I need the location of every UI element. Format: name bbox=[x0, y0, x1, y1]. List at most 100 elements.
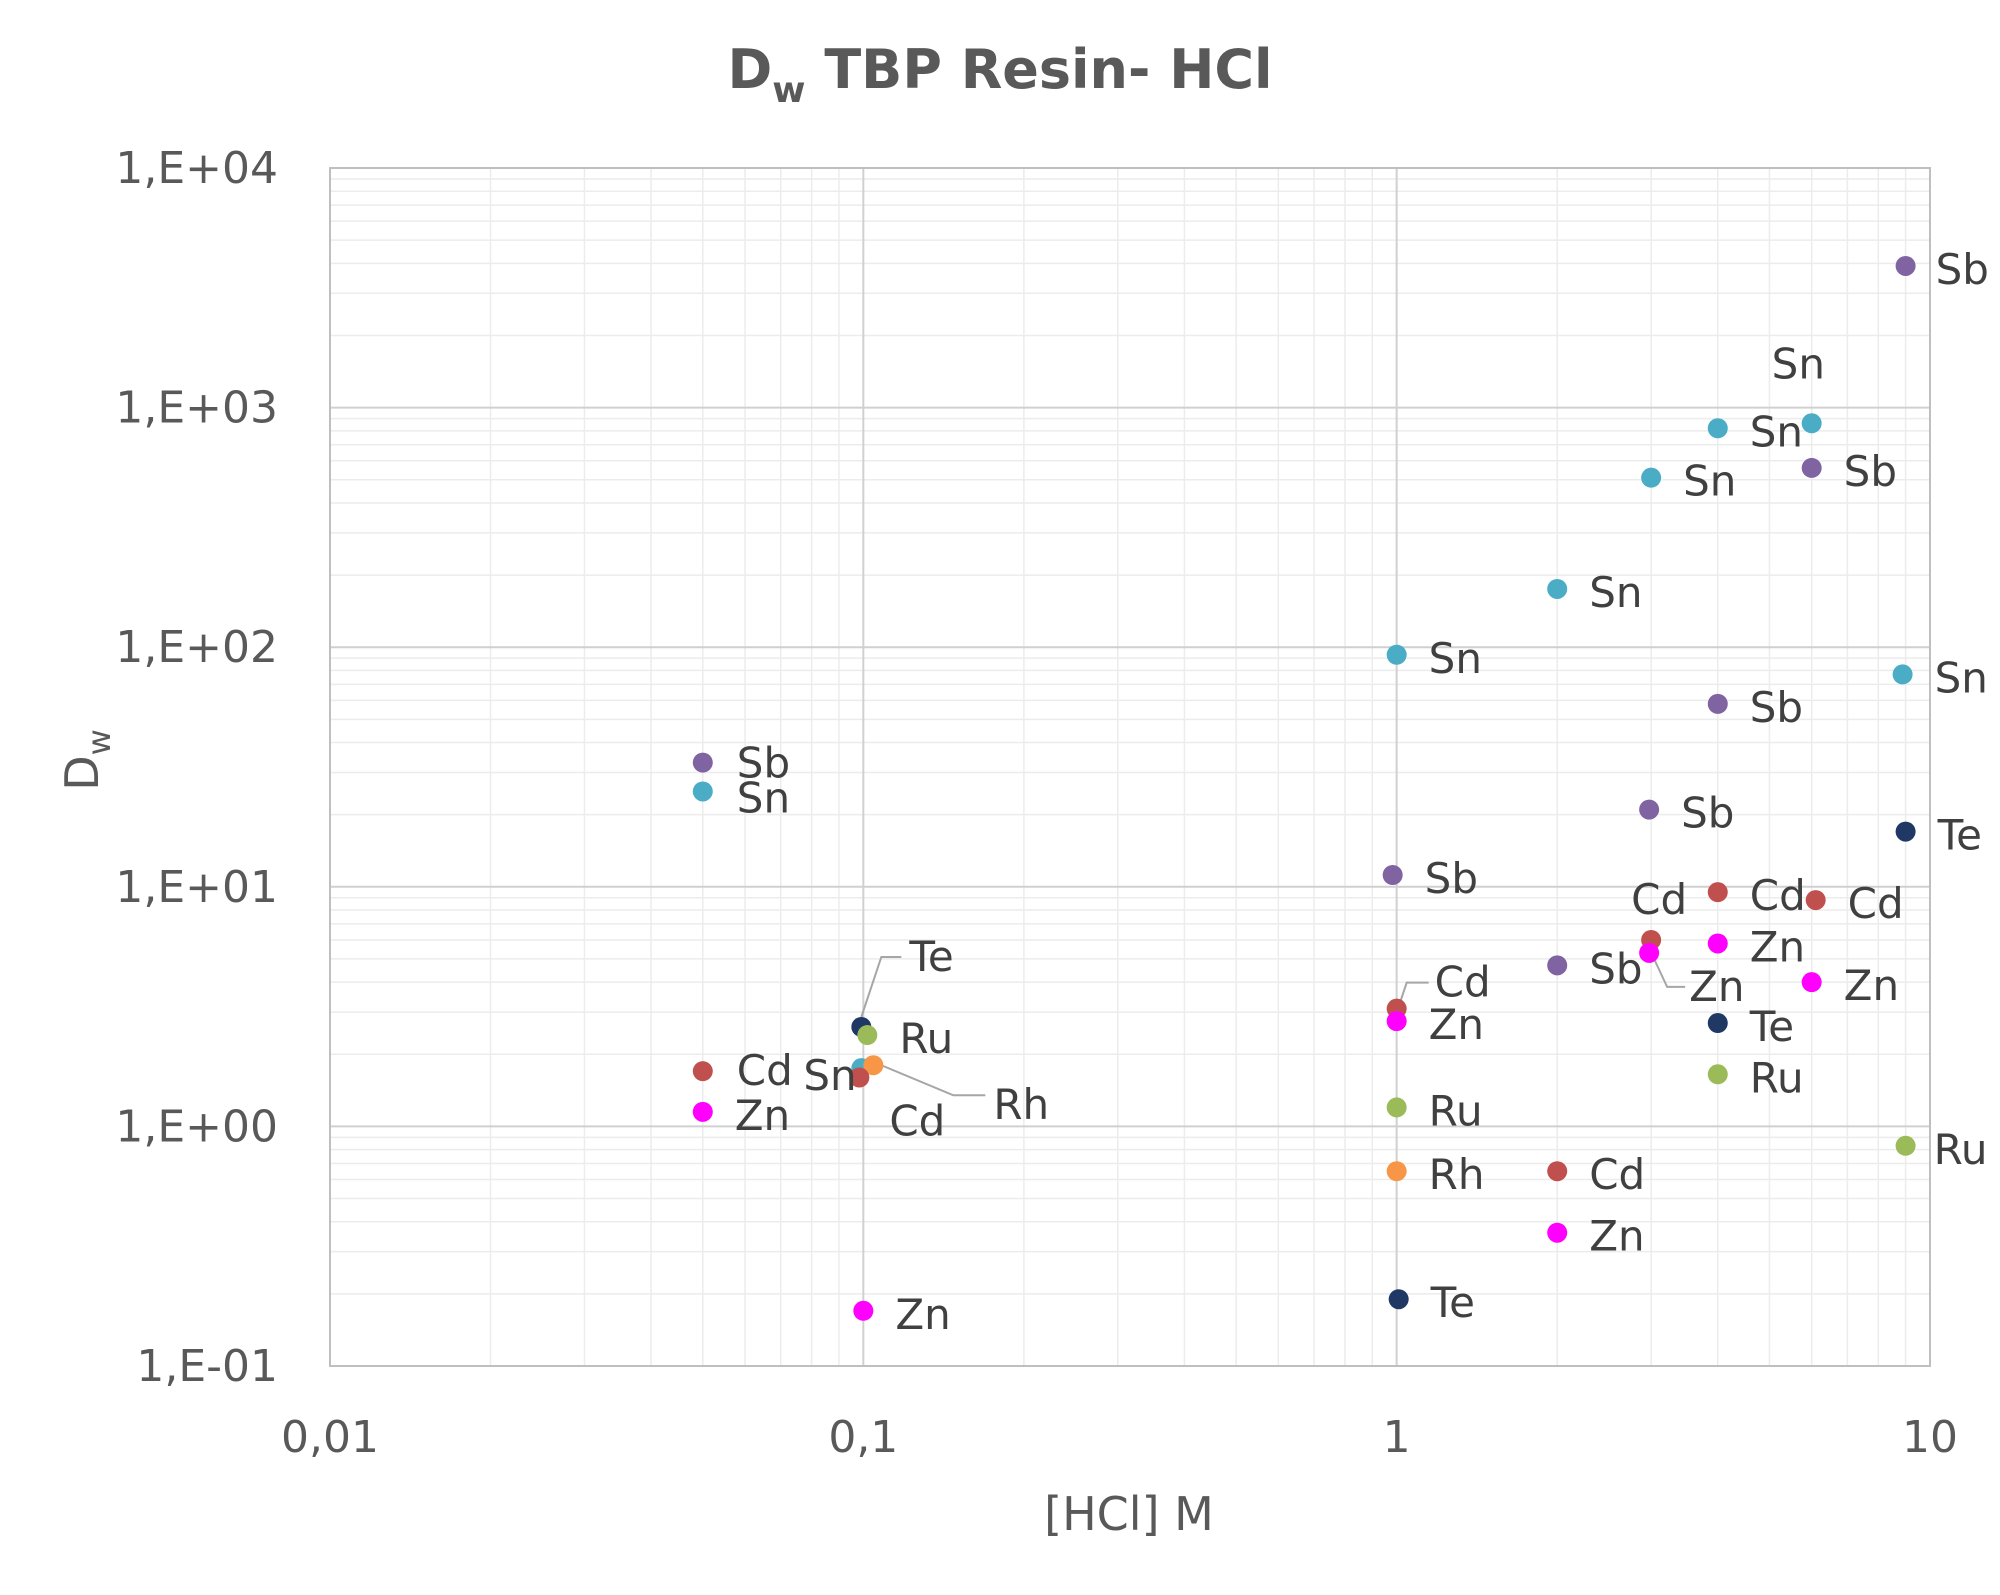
chart-title: Dw TBP Resin- HCl bbox=[727, 38, 1272, 111]
y-axis-label-main: D bbox=[55, 755, 109, 790]
data-point-ru bbox=[1386, 1097, 1407, 1118]
data-point-rh bbox=[1386, 1161, 1407, 1182]
data-label-sb: Sb bbox=[737, 739, 790, 788]
y-axis-label-subscript: w bbox=[80, 729, 118, 755]
data-point-sb bbox=[1707, 693, 1728, 714]
leader-line bbox=[1652, 956, 1686, 988]
data-point-zn bbox=[1801, 972, 1822, 993]
data-point-sb bbox=[1639, 799, 1660, 820]
y-tick-label: 1,E+04 bbox=[115, 143, 278, 194]
data-label-sn: Sn bbox=[1935, 653, 1988, 702]
data-point-te bbox=[1388, 1289, 1409, 1310]
leader-line bbox=[1397, 981, 1429, 1007]
data-label-cd: Cd bbox=[1435, 958, 1491, 1007]
y-tick-label: 1,E+03 bbox=[115, 383, 278, 434]
data-label-cd: Cd bbox=[737, 1046, 793, 1095]
chart-title-main: D bbox=[727, 38, 772, 101]
data-point-ru bbox=[1707, 1064, 1728, 1085]
data-point-sn bbox=[1547, 578, 1568, 599]
data-label-sn: Sn bbox=[1589, 568, 1642, 617]
data-label-cd: Cd bbox=[1631, 875, 1687, 924]
data-points bbox=[692, 255, 1916, 1321]
chart-title-subscript: w bbox=[772, 70, 805, 111]
label-leader-lines bbox=[860, 955, 1686, 1097]
data-point-zn bbox=[692, 1101, 713, 1122]
data-label-cd: Cd bbox=[889, 1096, 945, 1145]
data-point-sn bbox=[692, 781, 713, 802]
data-label-sb: Sb bbox=[1681, 789, 1734, 838]
data-label-sb: Sb bbox=[1425, 854, 1478, 903]
data-point-zn bbox=[1639, 942, 1660, 963]
data-point-cd bbox=[692, 1061, 713, 1082]
data-point-te bbox=[1707, 1013, 1728, 1034]
x-axis-tick-labels: 0,01 0,1 1 10 bbox=[281, 1412, 1958, 1463]
y-tick-label: 1,E+02 bbox=[115, 622, 278, 673]
major-gridlines bbox=[329, 167, 1931, 1367]
chart-title-rest: TBP Resin- HCl bbox=[806, 38, 1273, 101]
y-tick-label: 1,E+00 bbox=[115, 1101, 278, 1152]
x-axis-label: [HCl] M bbox=[1044, 1487, 1214, 1541]
data-label-zn: Zn bbox=[1429, 1000, 1484, 1049]
leader-line bbox=[860, 955, 902, 1018]
data-label-cd: Cd bbox=[1848, 879, 1904, 928]
data-label-zn: Zn bbox=[1589, 1212, 1644, 1261]
leader-line bbox=[880, 1064, 986, 1097]
data-labels: SbSnCdZnTeRuSnRhCdZnSnSbCdZnRuRhTeSnSbCd… bbox=[735, 245, 1989, 1339]
data-point-sn bbox=[1386, 644, 1407, 665]
data-point-rh bbox=[863, 1055, 884, 1076]
data-point-sb bbox=[1895, 255, 1916, 276]
data-label-sb: Sb bbox=[1844, 447, 1897, 496]
data-label-sn: Sn bbox=[1683, 457, 1736, 506]
data-label-sn: Sn bbox=[1750, 407, 1803, 456]
data-label-sb: Sb bbox=[1589, 944, 1642, 993]
data-label-rh: Rh bbox=[993, 1080, 1049, 1129]
data-point-zn bbox=[1707, 933, 1728, 954]
data-point-zn bbox=[853, 1300, 874, 1321]
x-tick-label: 0,01 bbox=[281, 1412, 379, 1463]
data-point-sn bbox=[1892, 664, 1913, 685]
data-label-sn: Sn bbox=[737, 773, 790, 822]
data-label-zn: Zn bbox=[1844, 961, 1899, 1010]
data-label-ru: Ru bbox=[1750, 1053, 1804, 1102]
x-tick-label: 0,1 bbox=[828, 1412, 898, 1463]
data-point-sb bbox=[692, 752, 713, 773]
data-label-cd: Cd bbox=[1750, 871, 1806, 920]
data-point-zn bbox=[1547, 1222, 1568, 1243]
data-label-ru: Ru bbox=[899, 1014, 953, 1063]
data-label-te: Te bbox=[1430, 1278, 1475, 1327]
data-label-sn: Sn bbox=[1772, 339, 1825, 388]
data-label-ru: Ru bbox=[1429, 1086, 1483, 1135]
data-point-te bbox=[1895, 821, 1916, 842]
data-point-cd bbox=[1805, 890, 1826, 911]
data-label-zn: Zn bbox=[895, 1290, 950, 1339]
data-point-cd bbox=[1547, 1161, 1568, 1182]
data-label-sn: Sn bbox=[1429, 634, 1482, 683]
data-label-cd: Cd bbox=[1589, 1150, 1645, 1199]
data-point-cd bbox=[1707, 882, 1728, 903]
data-point-ru bbox=[857, 1025, 878, 1046]
data-point-sn bbox=[1641, 467, 1662, 488]
data-point-sn bbox=[1707, 418, 1728, 439]
data-point-zn bbox=[1386, 1011, 1407, 1032]
data-label-te: Te bbox=[908, 932, 953, 981]
plot-area-frame bbox=[329, 167, 1931, 1367]
data-label-sn: Sn bbox=[803, 1051, 856, 1100]
minor-gridlines bbox=[330, 168, 1930, 1366]
data-label-sb: Sb bbox=[1750, 683, 1803, 732]
x-tick-label: 10 bbox=[1902, 1412, 1958, 1463]
data-label-te: Te bbox=[1749, 1002, 1794, 1051]
data-label-rh: Rh bbox=[1429, 1150, 1485, 1199]
data-point-cd bbox=[849, 1067, 870, 1088]
data-point-sb bbox=[1547, 955, 1568, 976]
data-label-zn: Zn bbox=[1750, 922, 1805, 971]
y-axis-tick-labels: 1,E-01 1,E+00 1,E+01 1,E+02 1,E+03 1,E+04 bbox=[115, 143, 278, 1392]
data-point-sb bbox=[1801, 457, 1822, 478]
y-tick-label: 1,E-01 bbox=[136, 1341, 278, 1392]
y-tick-label: 1,E+01 bbox=[115, 862, 278, 913]
data-label-zn: Zn bbox=[1689, 962, 1744, 1011]
data-label-te: Te bbox=[1937, 811, 1982, 860]
y-axis-label: Dw bbox=[55, 729, 118, 791]
data-label-ru: Ru bbox=[1934, 1125, 1988, 1174]
data-point-sb bbox=[1382, 865, 1403, 886]
